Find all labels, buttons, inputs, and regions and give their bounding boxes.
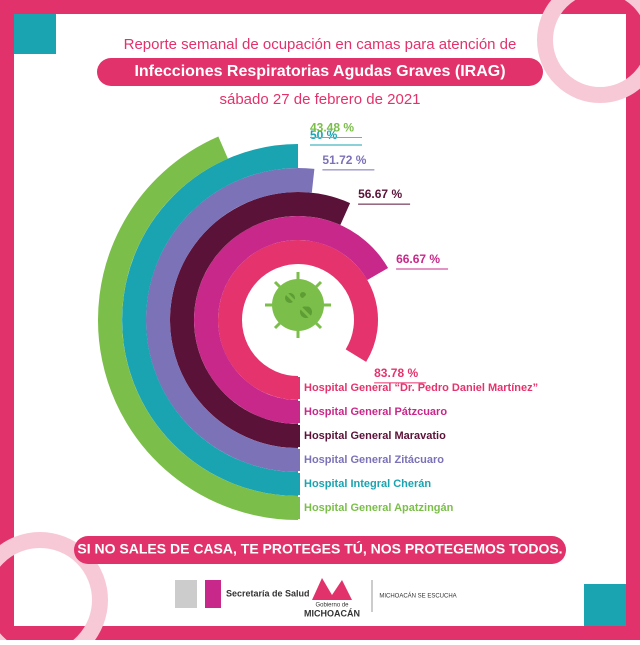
- ring-bar: [122, 144, 299, 496]
- value-label: 83.78 %: [374, 366, 418, 380]
- legend-label: Hospital General Zitácuaro: [304, 454, 444, 466]
- corner-ring: [0, 532, 108, 645]
- logo-michoacan-mark: [312, 578, 352, 600]
- value-label: 50 %: [310, 128, 338, 142]
- ring-bar: [170, 192, 351, 448]
- legend-label: Hospital Integral Cherán: [304, 478, 431, 490]
- value-label: 43.48 %: [310, 121, 354, 135]
- subtitle: Infecciones Respiratorias Agudas Graves …: [134, 63, 505, 80]
- ring-bar: [146, 168, 315, 472]
- corner-ring: [537, 0, 640, 103]
- logo-escucha: MICHOACÁN SE ESCUCHA: [379, 593, 456, 600]
- virus-icon: [265, 272, 331, 338]
- logo-mark: [205, 580, 221, 608]
- ring-bar: [98, 136, 299, 520]
- subtitle-pill: [97, 58, 543, 86]
- seal: [175, 580, 197, 608]
- slogan: SI NO SALES DE CASA, TE PROTEGES TÚ, NOS…: [77, 540, 562, 557]
- value-label: 66.67 %: [396, 252, 440, 266]
- legend-tick: [298, 449, 300, 471]
- slogan-pill: [74, 536, 566, 564]
- value-label: 56.67 %: [358, 187, 402, 201]
- legend-label: Hospital General Maravatio: [304, 430, 446, 442]
- logo-gobierno: Gobierno de: [315, 603, 349, 609]
- legend-tick: [298, 425, 300, 447]
- logo-salud: Secretaría de Salud: [226, 588, 310, 598]
- legend-tick: [298, 473, 300, 495]
- corner-square: [584, 584, 626, 626]
- date: sábado 27 de febrero de 2021: [220, 91, 421, 108]
- legend-label: Hospital General “Dr. Pedro Daniel Martí…: [304, 382, 538, 394]
- ring-bar: [218, 240, 378, 400]
- value-label: 51.72 %: [322, 153, 366, 167]
- legend-tick: [298, 401, 300, 423]
- corner-square: [14, 14, 56, 54]
- legend-tick: [298, 497, 300, 519]
- legend-tick: [298, 377, 300, 399]
- title: Reporte semanal de ocupación en camas pa…: [124, 36, 517, 53]
- legend-label: Hospital General Apatzingán: [304, 502, 454, 514]
- logo-michoacan: MICHOACÁN: [304, 608, 360, 618]
- ring-bar: [194, 216, 389, 424]
- legend-label: Hospital General Pátzcuaro: [304, 406, 447, 418]
